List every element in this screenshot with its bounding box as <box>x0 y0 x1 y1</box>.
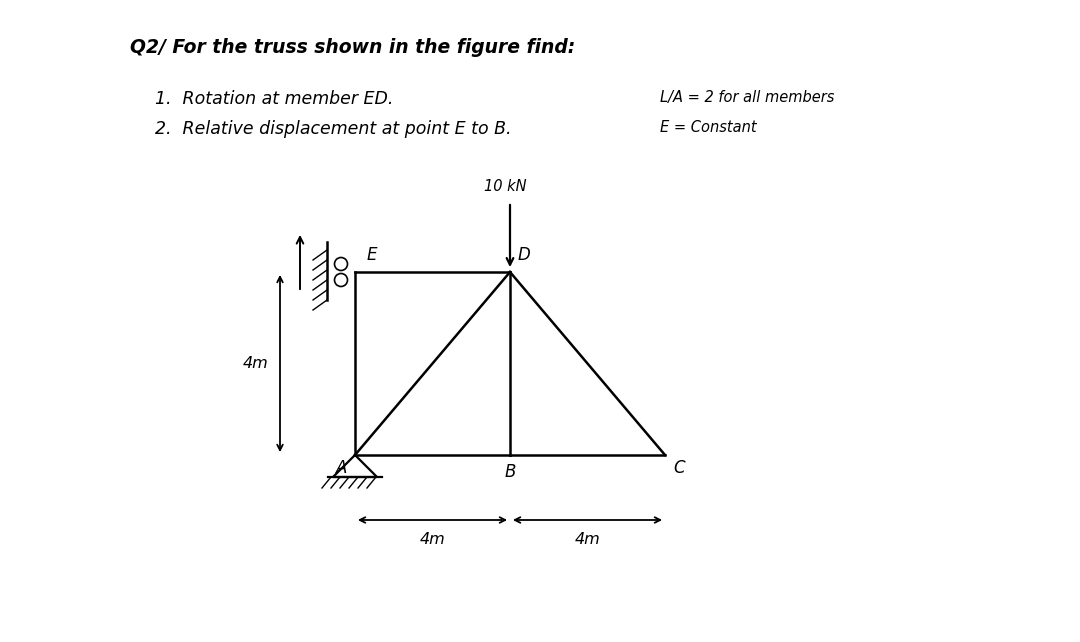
Text: 4m: 4m <box>575 532 600 547</box>
Text: E = Constant: E = Constant <box>660 120 757 135</box>
Text: A: A <box>336 459 347 477</box>
Text: B: B <box>504 463 515 481</box>
Text: 2.  Relative displacement at point E to B.: 2. Relative displacement at point E to B… <box>156 120 512 138</box>
Circle shape <box>335 273 348 286</box>
Circle shape <box>335 257 348 270</box>
Text: 10 kN: 10 kN <box>484 179 526 194</box>
Text: Q2/ For the truss shown in the figure find:: Q2/ For the truss shown in the figure fi… <box>130 38 576 57</box>
Text: E: E <box>367 246 378 264</box>
Text: C: C <box>673 459 685 477</box>
Text: 1.  Rotation at member ED.: 1. Rotation at member ED. <box>156 90 393 108</box>
Text: 4m: 4m <box>242 356 268 371</box>
Text: 4m: 4m <box>420 532 445 547</box>
Text: D: D <box>518 246 530 264</box>
Text: L/A = 2 for all members: L/A = 2 for all members <box>660 90 835 105</box>
